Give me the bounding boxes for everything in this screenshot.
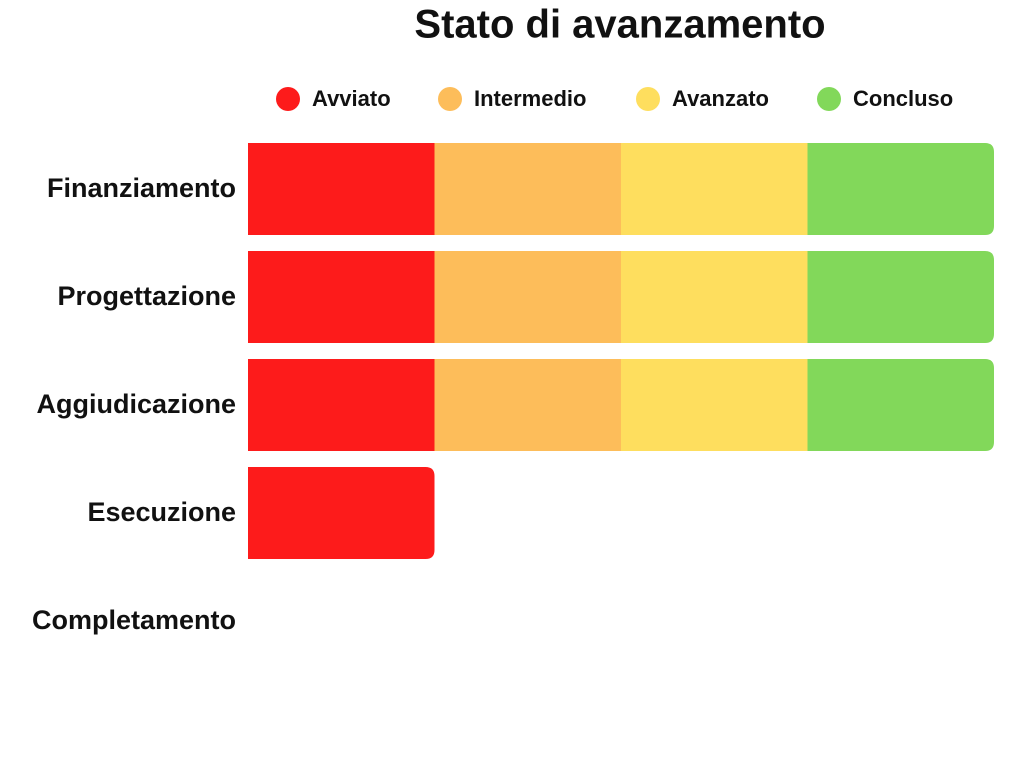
y-tick-label: Aggiudicazione [36, 389, 236, 419]
bar-segment [248, 467, 435, 559]
legend-label: Avviato [312, 86, 391, 111]
legend-marker [636, 87, 660, 111]
bar-segment [621, 143, 808, 235]
bar-segment [248, 359, 435, 451]
chart-title: Stato di avanzamento [414, 3, 825, 47]
bar-segment [807, 143, 994, 235]
y-tick-label: Esecuzione [87, 497, 236, 527]
bar-segment [434, 359, 621, 451]
y-tick-label: Finanziamento [47, 173, 236, 203]
bar-segment [621, 359, 808, 451]
legend-marker [276, 87, 300, 111]
bar-segment [434, 143, 621, 235]
bar-segment [248, 143, 435, 235]
y-tick-label: Completamento [32, 605, 236, 635]
bar-segment [807, 359, 994, 451]
legend-marker [438, 87, 462, 111]
bar-segment [807, 251, 994, 343]
bar-segment [434, 251, 621, 343]
legend-marker [817, 87, 841, 111]
bar-segment [248, 251, 435, 343]
legend-label: Intermedio [474, 86, 586, 111]
y-tick-label: Progettazione [57, 281, 236, 311]
legend-label: Avanzato [672, 86, 769, 111]
bar-segment [621, 251, 808, 343]
legend-label: Concluso [853, 86, 953, 111]
